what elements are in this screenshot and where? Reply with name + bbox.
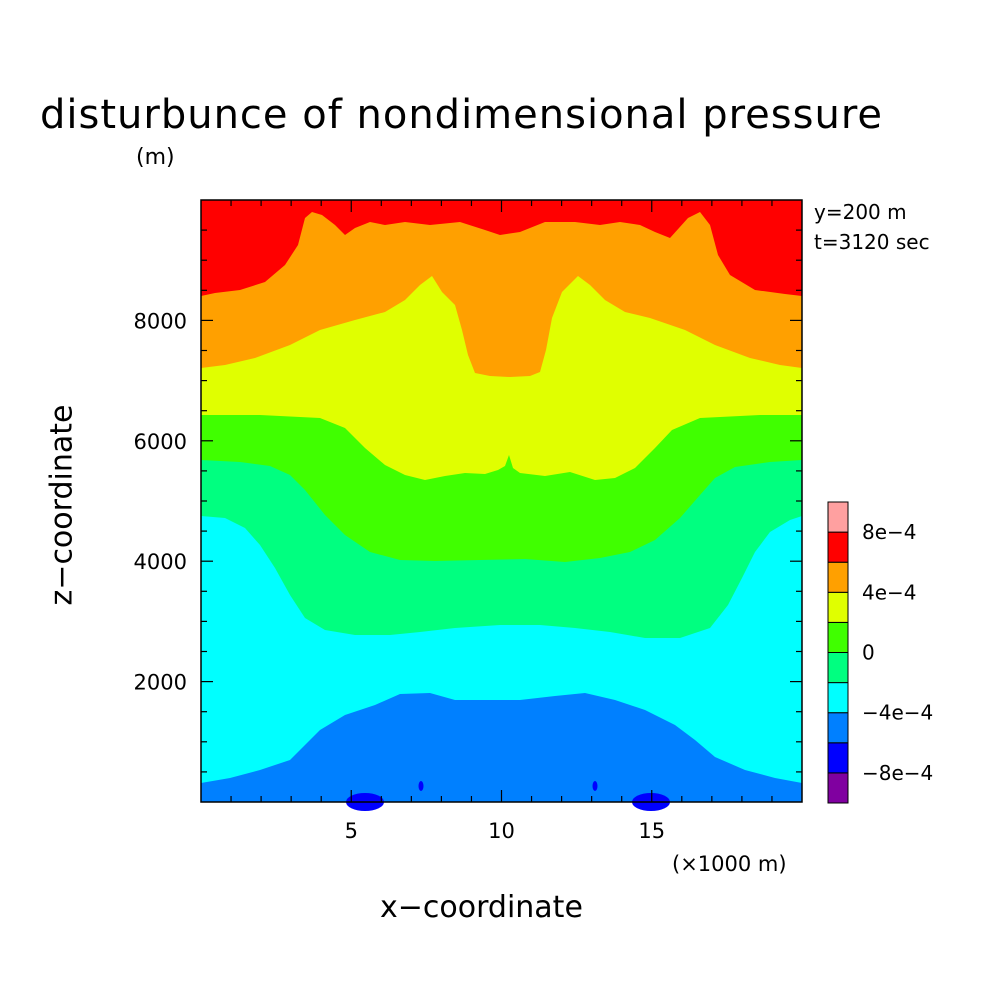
- colorbar-swatch: [827, 712, 849, 744]
- colorbar-swatch: [827, 772, 849, 804]
- colorbar-label: −8e−4: [862, 761, 933, 785]
- colorbar-swatch: [827, 621, 849, 654]
- y-tick-label: 6000: [134, 430, 187, 454]
- colorbar-label: 4e−4: [862, 580, 917, 604]
- x-tick-label: 5: [345, 819, 358, 843]
- colorbar-swatch: [827, 591, 849, 623]
- x-unit-label: (×1000 m): [672, 852, 787, 876]
- colorbar-swatch: [827, 501, 849, 533]
- contour-spot-right: [592, 781, 598, 791]
- colorbar-swatch: [827, 561, 849, 593]
- y-position-annotation: y=200 m: [814, 200, 907, 224]
- time-annotation: t=3120 sec: [814, 230, 930, 254]
- axis-ticks: [201, 200, 802, 802]
- colorbar-swatch: [827, 652, 849, 684]
- colorbar-label: 0: [862, 641, 875, 665]
- contour-spot-left: [418, 781, 424, 791]
- colorbar-swatch: [827, 531, 849, 563]
- contour-fills: [201, 200, 802, 811]
- y-tick-label: 8000: [134, 309, 187, 333]
- colorbar-swatch: [827, 742, 849, 774]
- tick-labels: 5 10 15 2000 4000 6000 8000: [134, 309, 666, 843]
- x-tick-label: 10: [488, 819, 515, 843]
- contour-band-blue: [201, 693, 802, 802]
- y-tick-label: 2000: [134, 671, 187, 695]
- x-axis-label: x−coordinate: [380, 890, 583, 925]
- colorbar-label: 8e−4: [862, 520, 917, 544]
- y-tick-label: 4000: [134, 550, 187, 574]
- x-tick-label: 15: [638, 819, 665, 843]
- chart-title: disturbunce of nondimensional pressure: [40, 92, 883, 138]
- colorbar-swatch: [827, 682, 849, 714]
- colorbar-label: −4e−4: [862, 701, 933, 725]
- y-unit-label: (m): [136, 145, 175, 170]
- colorbar: 8e−4 4e−4 0 −4e−4 −8e−4: [827, 501, 933, 804]
